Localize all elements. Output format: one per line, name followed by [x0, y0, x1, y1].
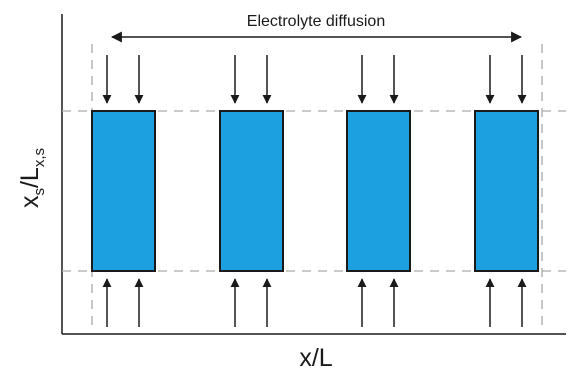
y-axis-label-over-subscript: x,s	[31, 148, 48, 167]
particle-group	[91, 55, 539, 327]
y-axis-label-base-subscript: s	[31, 188, 48, 196]
electrode-particle-1	[91, 110, 156, 272]
y-axis-label: xs/Lx,s	[16, 148, 48, 208]
y-axis-label-over: /L	[16, 167, 44, 188]
electrode-particle-2	[219, 110, 284, 272]
electrode-particle-4	[474, 110, 539, 272]
electrode-particle-3	[346, 110, 411, 272]
diffusion-label: Electrolyte diffusion	[247, 13, 385, 30]
y-axis-label-base: x	[16, 195, 44, 208]
x-axis-label: x/L	[299, 344, 332, 369]
